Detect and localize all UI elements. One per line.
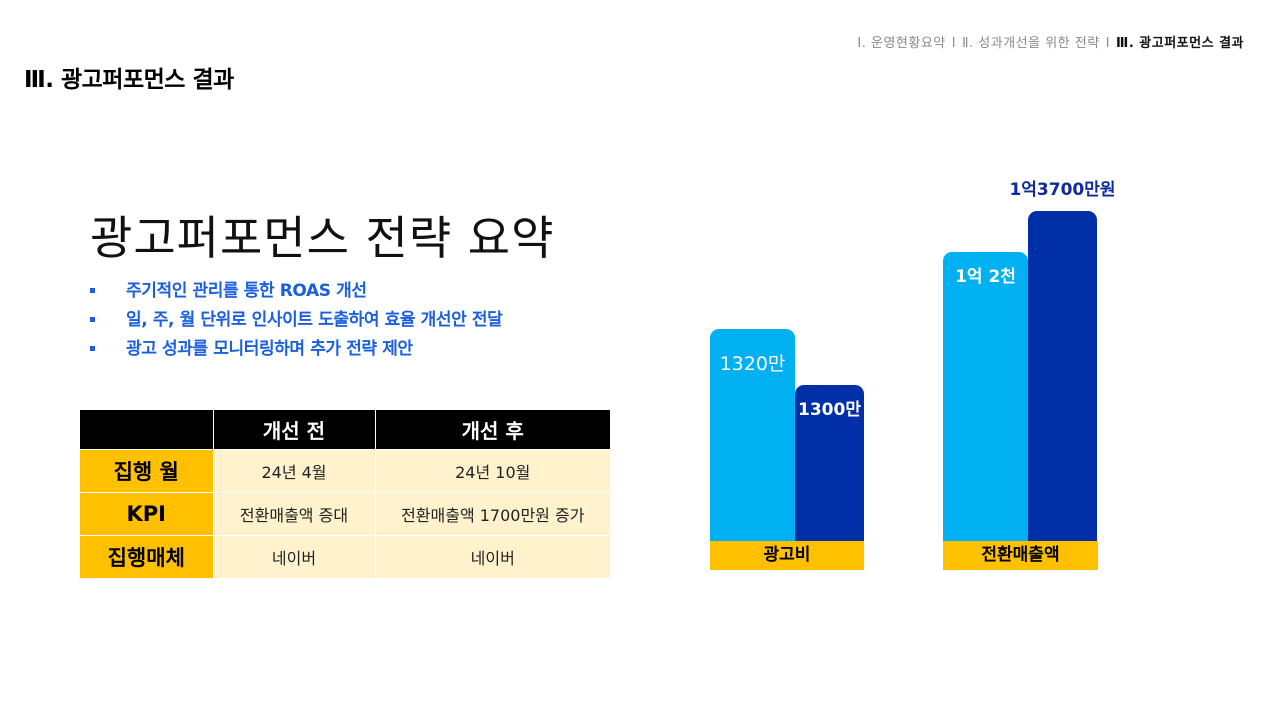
chart-data-label: 1300만	[798, 400, 861, 420]
breadcrumb-separator: Ⅰ	[951, 36, 957, 51]
table-header-cell	[80, 410, 214, 450]
chart-data-label: 1억 2천	[955, 266, 1016, 287]
table-header-cell: 개선 전	[213, 410, 376, 450]
breadcrumb-item-results[interactable]: Ⅲ. 광고퍼포먼스 결과	[1116, 36, 1244, 51]
chart-bar	[710, 329, 795, 541]
square-bullet-icon	[90, 288, 95, 293]
table-cell: 24년 4월	[213, 449, 376, 493]
summary-bullet: 일, 주, 월 단위로 인사이트 도출하여 효율 개선안 전달	[90, 306, 503, 335]
breadcrumb-separator: Ⅰ	[1105, 36, 1111, 51]
table-cell: 네이버	[375, 535, 610, 578]
breadcrumb-item-summary[interactable]: Ⅰ. 운영현황요약	[857, 36, 946, 51]
table-cell: 전환매출액 1700만원 증가	[375, 492, 610, 536]
bullet-text: 주기적인 관리를 통한 ROAS 개선	[126, 281, 367, 301]
page-title: 광고퍼포먼스 전략 요약	[90, 211, 555, 265]
chart-bar	[943, 251, 1028, 541]
chart-bar	[1028, 211, 1097, 541]
table-row-header: 집행 월	[80, 449, 214, 493]
chart-bar	[795, 385, 864, 541]
table-row: 집행 월 24년 4월 24년 10월	[80, 449, 610, 493]
chart-category-label: 광고비	[710, 541, 864, 570]
breadcrumb-item-strategy[interactable]: Ⅱ. 성과개선을 위한 전략	[962, 36, 1100, 51]
chart-data-label: 1320만	[719, 353, 786, 375]
table-row: KPI 전환매출액 증대 전환매출액 1700만원 증가	[80, 492, 610, 536]
chart-data-label: 1억3700만원	[1009, 180, 1116, 200]
table-header-row: 개선 전 개선 후	[80, 410, 610, 450]
section-title: Ⅲ. 광고퍼포먼스 결과	[24, 67, 234, 93]
summary-bullet: 주기적인 관리를 통한 ROAS 개선	[90, 277, 502, 306]
table-cell: 네이버	[213, 535, 376, 578]
comparison-table: 개선 전 개선 후 집행 월 24년 4월 24년 10월 KPI 전환매출액 …	[80, 410, 610, 578]
table-header-cell: 개선 후	[375, 410, 610, 450]
table-cell: 24년 10월	[375, 449, 610, 493]
summary-bullet-list: 주기적인 관리를 통한 ROAS 개선 일, 주, 월 단위로 인사이트 도출하…	[90, 277, 503, 364]
table-row: 집행매체 네이버 네이버	[80, 535, 610, 578]
chart-category-label: 전환매출액	[943, 541, 1098, 570]
breadcrumb: Ⅰ. 운영현황요약 Ⅰ Ⅱ. 성과개선을 위한 전략 Ⅰ Ⅲ. 광고퍼포먼스 결과	[857, 32, 1244, 51]
summary-bullet: 광고 성과를 모니터링하며 추가 전략 제안	[90, 335, 502, 364]
table-row-header: 집행매체	[80, 535, 214, 578]
table-cell: 전환매출액 증대	[213, 492, 376, 536]
square-bullet-icon	[90, 317, 95, 322]
square-bullet-icon	[90, 346, 95, 351]
bullet-text: 광고 성과를 모니터링하며 추가 전략 제안	[126, 339, 413, 359]
table-row-header: KPI	[80, 492, 214, 536]
bullet-text: 일, 주, 월 단위로 인사이트 도출하여 효율 개선안 전달	[126, 310, 503, 330]
